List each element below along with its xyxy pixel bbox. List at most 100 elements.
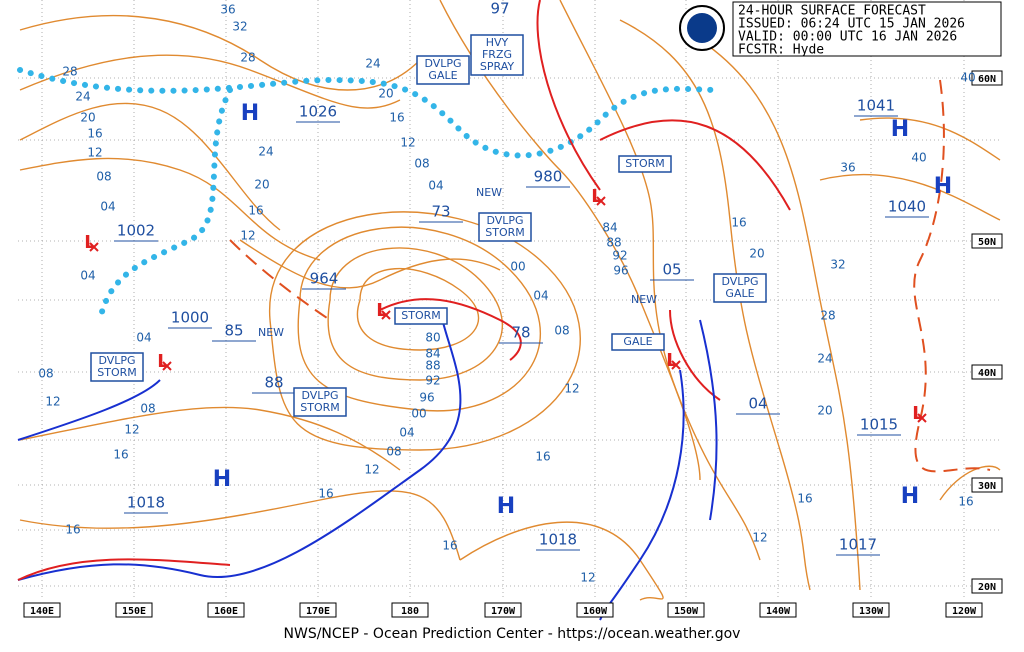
lat-label-box bbox=[971, 233, 1003, 249]
isobar-label: 12 bbox=[564, 382, 579, 396]
center-pressure: 1018 bbox=[127, 494, 165, 512]
isobar-label: 12 bbox=[87, 146, 102, 160]
isobar-label: 16 bbox=[113, 448, 128, 462]
center-pressure: 1002 bbox=[117, 222, 155, 240]
warning-text: HVY bbox=[486, 36, 509, 49]
warning-text: DVLPG bbox=[424, 57, 461, 70]
labels: 140E 150E 160E 170E 180 170W 160W 150W 140W 130W 1… bbox=[23, 0, 1003, 618]
isobar-label: 12 bbox=[580, 571, 595, 585]
lon-label-box bbox=[207, 602, 245, 618]
lon-label: 150W bbox=[674, 606, 699, 617]
lat-label: 40N bbox=[978, 368, 996, 379]
isobar-label: 88 bbox=[425, 359, 440, 373]
isobar-label: 04 bbox=[80, 269, 95, 283]
isobar-label: 28 bbox=[820, 309, 835, 323]
isobar-label: 40 bbox=[911, 151, 926, 165]
warning-box bbox=[713, 273, 767, 303]
lat-label: 20N bbox=[978, 582, 996, 593]
isobar-label: 12 bbox=[400, 136, 415, 150]
footer: NWS/NCEP - Ocean Prediction Center - htt… bbox=[284, 626, 741, 642]
high-center: H bbox=[241, 101, 259, 126]
warning-box bbox=[90, 352, 144, 382]
lon-label: 130W bbox=[859, 606, 884, 617]
lon-label-box bbox=[576, 602, 614, 618]
center-pressure: 73 bbox=[431, 203, 450, 221]
warning-box bbox=[394, 307, 448, 325]
center-pressure: 1018 bbox=[539, 531, 577, 549]
lat-label: 60N bbox=[978, 74, 996, 85]
center-pressure: 1015 bbox=[860, 416, 898, 434]
warning-text: GALE bbox=[428, 69, 457, 82]
isobar-label: 04 bbox=[136, 331, 151, 345]
center-pressure: 04 bbox=[748, 395, 767, 413]
isobar-label: 28 bbox=[240, 51, 255, 65]
isobar-label: 84 bbox=[602, 221, 617, 235]
warning-text: DVLPG bbox=[98, 354, 135, 367]
lon-label-box bbox=[391, 602, 429, 618]
center-pressure: 1040 bbox=[888, 198, 926, 216]
header-line: 24-HOUR SURFACE FORECAST bbox=[738, 4, 926, 19]
ice-edge bbox=[17, 67, 723, 323]
low-center: L bbox=[666, 350, 677, 371]
isobar-label: 24 bbox=[75, 90, 90, 104]
low-x bbox=[381, 310, 391, 320]
new-label: NEW bbox=[631, 293, 657, 306]
center-pressure: 1026 bbox=[299, 103, 337, 121]
isobar-label: 00 bbox=[510, 260, 525, 274]
header-line: VALID: 00:00 UTC 16 JAN 2026 bbox=[738, 30, 957, 45]
lon-label: 170E bbox=[306, 606, 330, 617]
lon-label-box bbox=[23, 602, 61, 618]
lon-label: 120W bbox=[952, 606, 977, 617]
lat-label-box bbox=[971, 578, 1003, 594]
lon-label: 160W bbox=[583, 606, 608, 617]
isobar-label: 16 bbox=[535, 450, 550, 464]
lon-label: 140W bbox=[766, 606, 791, 617]
high-center: H bbox=[901, 484, 919, 509]
low-center: L bbox=[591, 186, 602, 207]
lon-label: 160E bbox=[214, 606, 238, 617]
low-x bbox=[596, 196, 606, 206]
isobar-label: 16 bbox=[731, 216, 746, 230]
isobar-label: 24 bbox=[365, 57, 380, 71]
warning-text: STORM bbox=[97, 366, 137, 379]
warning-box bbox=[416, 55, 470, 85]
center-pressure: 1041 bbox=[857, 97, 895, 115]
high-center: H bbox=[934, 174, 952, 199]
isobar-label: 92 bbox=[425, 374, 440, 388]
isobar-label: 84 bbox=[425, 347, 440, 361]
center-pressure: 1000 bbox=[171, 309, 209, 327]
warning-text: STORM bbox=[485, 226, 525, 239]
isobar-label: 96 bbox=[419, 391, 434, 405]
warning-box bbox=[470, 34, 524, 76]
isobar-label: 16 bbox=[87, 127, 102, 141]
isobar-label: 12 bbox=[45, 395, 60, 409]
lon-label-box bbox=[852, 602, 890, 618]
isobar-label: 08 bbox=[38, 367, 53, 381]
warning-text: STORM bbox=[300, 401, 340, 414]
isobar-label: 20 bbox=[749, 247, 764, 261]
isobar-label: 04 bbox=[100, 200, 115, 214]
center-pressure: 78 bbox=[511, 324, 530, 342]
lon-label: 150E bbox=[122, 606, 146, 617]
isobar-label: 36 bbox=[220, 3, 235, 17]
low-center: L bbox=[157, 351, 168, 372]
warning-text: FRZG bbox=[482, 48, 512, 61]
isobar-label: 32 bbox=[232, 20, 247, 34]
low-center: L bbox=[84, 232, 95, 253]
isobars bbox=[19, 0, 1001, 601]
isobar-label: 92 bbox=[612, 249, 627, 263]
warning-text: STORM bbox=[401, 309, 441, 322]
isobar-label: 88 bbox=[606, 236, 621, 250]
isobar-label: 40 bbox=[960, 71, 975, 85]
low-center: L bbox=[376, 300, 387, 321]
low-center: L bbox=[912, 403, 923, 424]
isobar-label: 16 bbox=[442, 539, 457, 553]
isobar-label: 12 bbox=[364, 463, 379, 477]
center-pressure: 85 bbox=[224, 322, 243, 340]
lon-label-box bbox=[115, 602, 153, 618]
low-x bbox=[89, 242, 99, 252]
warning-text: DVLPG bbox=[721, 275, 758, 288]
center-pressure: 980 bbox=[534, 168, 563, 186]
isobar-label: 12 bbox=[240, 229, 255, 243]
header-box bbox=[732, 1, 1002, 57]
